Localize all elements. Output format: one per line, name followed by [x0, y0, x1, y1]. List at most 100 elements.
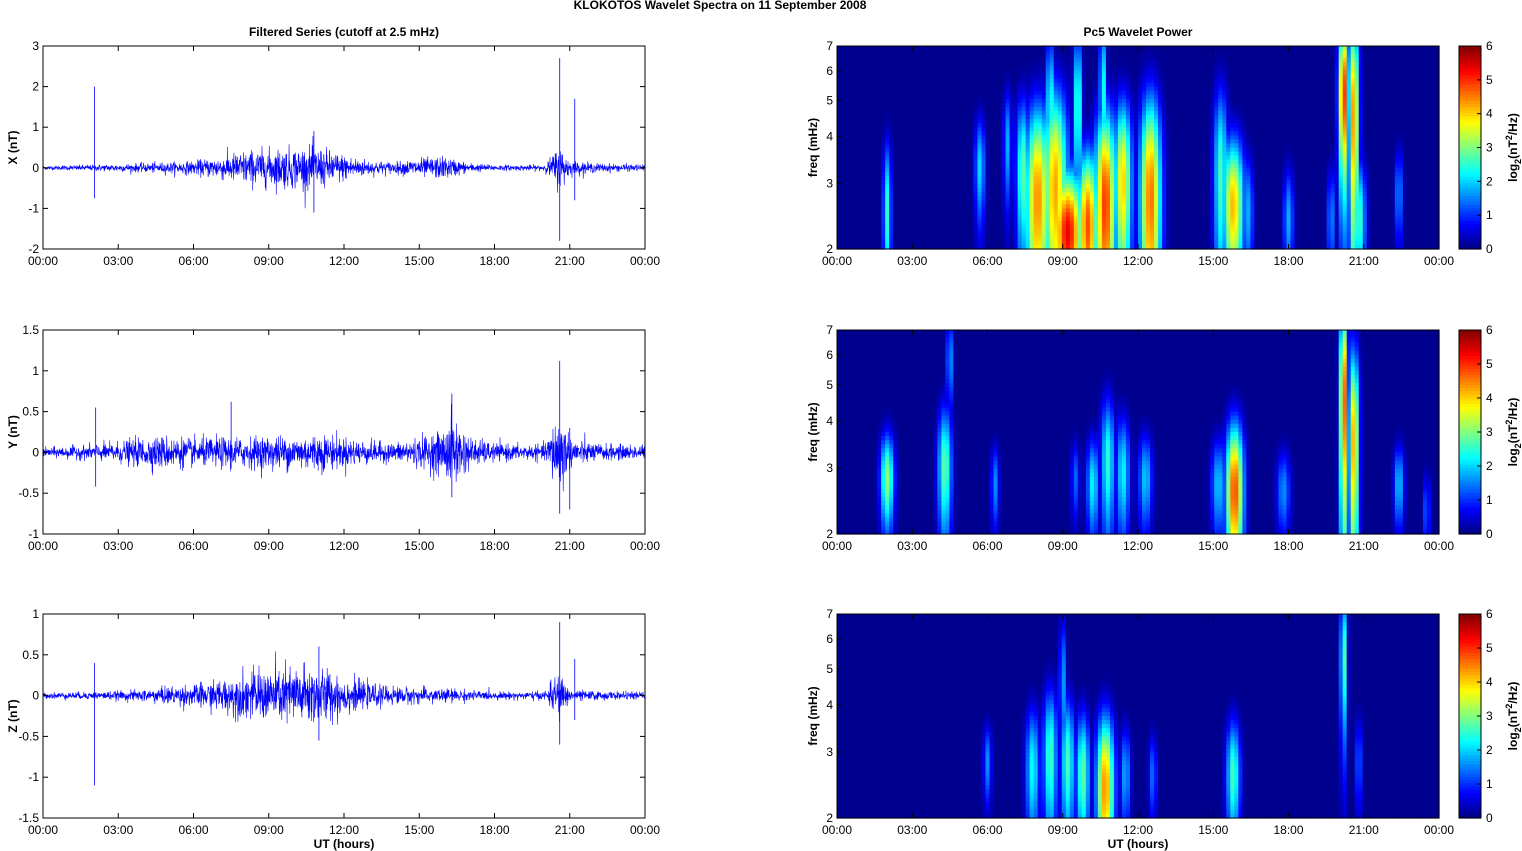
heatmap-cell: [1154, 46, 1159, 51]
heatmap-cell: [1310, 82, 1316, 88]
heatmap-cell: [869, 175, 874, 181]
heatmap-cell: [1138, 123, 1143, 128]
heatmap-cell: [1250, 167, 1255, 173]
heatmap-cell: [1218, 127, 1223, 132]
heatmap-cell: [985, 119, 991, 124]
heatmap-cell: [901, 135, 906, 140]
heatmap-cell: [1282, 106, 1288, 112]
heatmap-cell: [1017, 119, 1023, 124]
heatmap-cell: [1009, 171, 1015, 177]
heatmap-cell: [1234, 143, 1239, 149]
heatmap-cell: [1286, 54, 1292, 59]
heatmap-cell: [929, 86, 934, 92]
heatmap-cell: [1121, 66, 1127, 71]
heatmap-cell: [1342, 86, 1348, 92]
heatmap-cell: [1310, 163, 1316, 169]
heatmap-cell: [1190, 171, 1195, 177]
heatmap-cell: [1178, 163, 1183, 169]
heatmap-cell: [945, 54, 950, 59]
heatmap-cell: [873, 147, 878, 153]
heatmap-cell: [869, 123, 874, 128]
heatmap-cell: [1310, 94, 1316, 100]
heatmap-cell: [1266, 106, 1272, 112]
heatmap-cell: [1162, 159, 1167, 165]
heatmap-cell: [841, 147, 846, 153]
heatmap-cell: [877, 151, 882, 157]
heatmap-cell: [949, 86, 954, 92]
heatmap-cell: [1430, 90, 1436, 96]
heatmap-cell: [1374, 98, 1380, 104]
heatmap-cell: [1113, 155, 1119, 161]
heatmap-cell: [1053, 50, 1059, 55]
heatmap-cell: [1178, 127, 1183, 132]
heatmap-cell: [1013, 94, 1019, 100]
heatmap-cell: [1206, 139, 1211, 145]
heatmap-cell: [1129, 127, 1135, 132]
heatmap-cell: [905, 119, 910, 124]
heatmap-cell: [1406, 98, 1412, 104]
heatmap-cell: [1129, 94, 1135, 100]
heatmap-cell: [1154, 163, 1159, 169]
heatmap-cell: [1242, 94, 1247, 100]
heatmap-cell: [1382, 139, 1388, 145]
heatmap-cell: [977, 171, 983, 177]
heatmap-cell: [1406, 123, 1412, 128]
heatmap-cell: [853, 163, 858, 169]
heatmap-cell: [1129, 171, 1135, 177]
heatmap-cell: [1150, 147, 1155, 153]
heatmap-cell: [1366, 90, 1372, 96]
heatmap-cell: [1101, 135, 1107, 140]
heatmap-cell: [1037, 94, 1043, 100]
heatmap-cell: [1402, 46, 1408, 51]
heatmap-cell: [1001, 62, 1007, 67]
heatmap-cell: [857, 74, 862, 80]
heatmap-cell: [849, 131, 854, 136]
heatmap-cell: [1218, 54, 1223, 59]
heatmap-cell: [1226, 70, 1231, 76]
x-tick-label: 06:00: [178, 539, 208, 553]
heatmap-cell: [989, 58, 995, 63]
heatmap-cell: [1009, 163, 1015, 169]
heatmap-cell: [1117, 62, 1123, 67]
heatmap-cell: [1222, 151, 1227, 157]
heatmap-cell: [1314, 147, 1320, 153]
heatmap-cell: [1029, 54, 1035, 59]
heatmap-cell: [1406, 58, 1412, 63]
heatmap-cell: [1154, 66, 1159, 71]
heatmap-cell: [913, 66, 918, 71]
heatmap-cell: [1310, 131, 1316, 136]
heatmap-cell: [921, 70, 926, 76]
heatmap-cell: [853, 135, 858, 140]
heatmap-cell: [917, 54, 922, 59]
heatmap-cell: [885, 78, 890, 84]
heatmap-cell: [1402, 167, 1408, 173]
heatmap-cell: [877, 86, 882, 92]
heatmap-cell: [941, 50, 946, 55]
heatmap-cell: [1302, 115, 1308, 120]
heatmap-cell: [1109, 102, 1115, 108]
heatmap-cell: [1065, 82, 1071, 88]
heatmap-cell: [1410, 155, 1416, 161]
heatmap-cell: [869, 46, 874, 51]
heatmap-cell: [1258, 90, 1264, 96]
heatmap-cell: [1162, 135, 1167, 140]
heatmap-cell: [1322, 66, 1328, 71]
heatmap-cell: [957, 98, 963, 104]
heatmap-cell: [1374, 135, 1380, 140]
heatmap-cell: [949, 159, 954, 165]
heatmap-cell: [1318, 131, 1324, 136]
heatmap-cell: [973, 106, 979, 112]
heatmap-cell: [1286, 58, 1292, 63]
heatmap-cell: [1029, 127, 1035, 132]
heatmap-cell: [973, 171, 979, 177]
heatmap-cell: [1109, 106, 1115, 112]
heatmap-cell: [885, 151, 890, 157]
heatmap-cell: [1402, 131, 1408, 136]
heatmap-cell: [849, 86, 854, 92]
heatmap-cell: [881, 98, 886, 104]
heatmap-cell: [1266, 82, 1272, 88]
heatmap-cell: [1210, 110, 1215, 116]
heatmap-cell: [973, 163, 979, 169]
heatmap-cell: [1045, 106, 1051, 112]
